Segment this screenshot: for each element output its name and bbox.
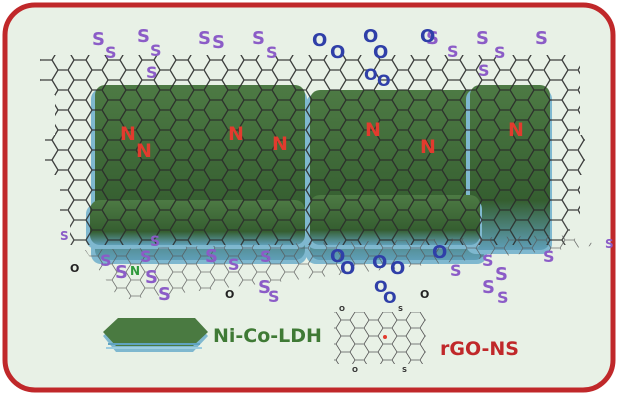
- sulfur-atom: S: [535, 28, 548, 49]
- rgo-icon-oxygen-top: O: [339, 305, 345, 313]
- sulfur-atom: S: [497, 288, 509, 307]
- sulfur-atom: S: [150, 41, 162, 60]
- sulfur-atom: S: [543, 247, 555, 266]
- sulfur-atom: S: [228, 255, 240, 274]
- rgo-icon-sulfur-bottom: S: [402, 366, 407, 374]
- sulfur-atom: S: [146, 63, 158, 82]
- ldh-platelet-icon: [103, 318, 208, 352]
- sulfur-atom: S: [158, 284, 171, 305]
- nitrogen-top-atom: N: [120, 123, 136, 145]
- sulfur-atom: S: [100, 251, 112, 270]
- sulfur-atom: S: [150, 234, 160, 250]
- sulfur-atom: S: [140, 247, 152, 266]
- sulfur-atom: S: [268, 287, 280, 306]
- sulfur-atom: S: [137, 26, 150, 47]
- nitrogen-top-atom: N: [228, 123, 244, 145]
- sulfur-atom: S: [105, 43, 117, 62]
- sulfur-atom: S: [495, 264, 508, 285]
- oxygen-atom: O: [383, 288, 397, 307]
- sulfur-atom: S: [450, 261, 462, 280]
- sulfur-atom: S: [258, 277, 271, 298]
- sulfur-atom: S: [260, 247, 272, 266]
- oxygen-atom: O: [390, 258, 405, 279]
- ldh-legend-label: Ni-Co-LDH: [213, 325, 322, 347]
- oxygen-atom: O: [377, 71, 391, 90]
- oxygen-atom: O: [372, 252, 387, 273]
- sulfur-atom: S: [494, 43, 506, 62]
- oxygen-atom: O: [420, 26, 435, 47]
- oxygen-atom: O: [330, 42, 345, 63]
- oxygen-atom: O: [432, 242, 447, 263]
- rgo-icon-sulfur-top: S: [398, 305, 403, 313]
- oxygen-black-atom: O: [420, 288, 429, 301]
- sulfur-atom: S: [92, 29, 105, 50]
- sulfur-atom: S: [476, 28, 489, 49]
- nitrogen-top-atom: N: [508, 119, 524, 141]
- sulfur-atom: S: [145, 267, 158, 288]
- rgo-sheet-icon: [334, 312, 426, 364]
- sulfur-atom: S: [212, 32, 225, 53]
- sulfur-atom: S: [482, 277, 495, 298]
- sulfur-atom: S: [447, 42, 459, 61]
- sulfur-atom: S: [478, 61, 490, 80]
- oxygen-atom: O: [312, 30, 327, 51]
- nitrogen-bottom-atom: N: [130, 264, 140, 278]
- sulfur-atom: S: [252, 28, 265, 49]
- oxygen-atom: O: [364, 65, 378, 84]
- rgo-icon-oxygen-bottom: O: [352, 366, 358, 374]
- oxygen-atom: O: [363, 26, 378, 47]
- oxygen-atom: O: [373, 42, 388, 63]
- sulfur-atom: S: [60, 229, 69, 243]
- rgo-legend-label: rGO-NS: [440, 338, 519, 360]
- sulfur-atom: S: [266, 43, 278, 62]
- sulfur-atom: S: [205, 246, 218, 267]
- nitrogen-top-atom: N: [420, 136, 436, 158]
- sulfur-atom: S: [198, 28, 211, 49]
- oxygen-atom: O: [330, 246, 345, 267]
- sulfur-atom: S: [482, 251, 494, 270]
- sulfur-atom: S: [605, 237, 614, 251]
- oxygen-black-atom: O: [225, 288, 234, 301]
- nitrogen-top-atom: N: [365, 119, 381, 141]
- nitrogen-top-atom: N: [272, 133, 288, 155]
- rgo-bottom-sheet: [85, 235, 600, 300]
- oxygen-atom: O: [374, 277, 388, 296]
- rgo-honeycomb-sheets: [40, 55, 585, 245]
- sulfur-atom: S: [426, 28, 439, 49]
- nitrogen-top-atom: N: [136, 140, 152, 162]
- sulfur-atom: S: [115, 262, 128, 283]
- oxygen-black-atom: O: [70, 262, 79, 275]
- oxygen-atom: O: [340, 258, 355, 279]
